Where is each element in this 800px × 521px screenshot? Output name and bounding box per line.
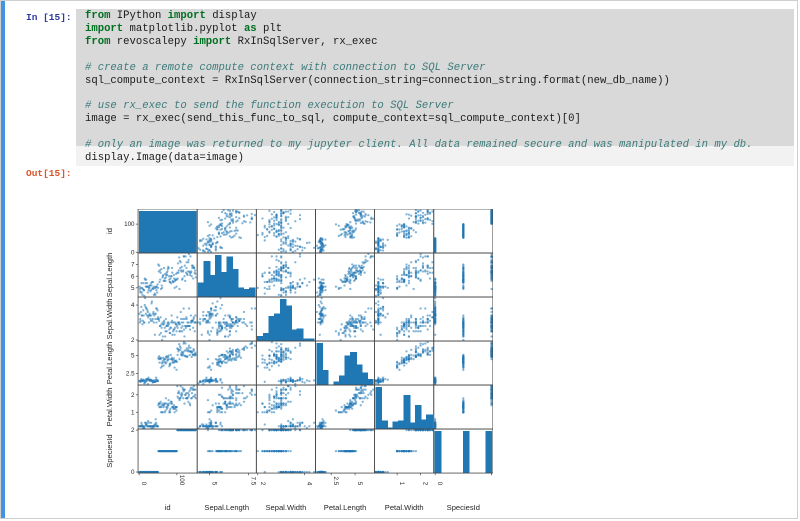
svg-text:0: 0 bbox=[131, 469, 135, 476]
svg-text:Petal.Width: Petal.Width bbox=[384, 503, 423, 512]
svg-text:Sepal.Width: Sepal.Width bbox=[265, 503, 306, 512]
svg-text:5: 5 bbox=[210, 481, 217, 485]
svg-text:Sepal.Width: Sepal.Width bbox=[105, 298, 114, 339]
svg-text:6: 6 bbox=[131, 273, 135, 280]
svg-text:Petal.Width: Petal.Width bbox=[105, 387, 114, 426]
svg-text:0: 0 bbox=[140, 481, 147, 485]
svg-text:Sepal.Length: Sepal.Length bbox=[204, 503, 249, 512]
svg-text:2: 2 bbox=[131, 427, 135, 434]
svg-text:Sepal.Length: Sepal.Length bbox=[105, 252, 114, 297]
svg-text:id: id bbox=[105, 228, 114, 234]
svg-text:0: 0 bbox=[436, 481, 443, 485]
svg-text:7.5: 7.5 bbox=[249, 476, 256, 485]
svg-text:1: 1 bbox=[131, 409, 135, 416]
svg-text:Petal.Length: Petal.Length bbox=[323, 503, 366, 512]
svg-text:Petal.Length: Petal.Length bbox=[105, 341, 114, 384]
svg-text:SpeciesId: SpeciesId bbox=[105, 434, 114, 467]
svg-text:2: 2 bbox=[258, 481, 265, 485]
svg-text:id: id bbox=[164, 503, 170, 512]
svg-text:2.5: 2.5 bbox=[332, 476, 339, 485]
svg-text:2.5: 2.5 bbox=[125, 370, 134, 377]
svg-text:4: 4 bbox=[131, 302, 135, 309]
svg-text:2: 2 bbox=[131, 391, 135, 398]
svg-text:5: 5 bbox=[131, 284, 135, 291]
svg-text:2: 2 bbox=[131, 337, 135, 344]
svg-text:4: 4 bbox=[305, 481, 312, 485]
svg-text:0: 0 bbox=[131, 249, 135, 256]
svg-text:100: 100 bbox=[177, 474, 184, 485]
svg-text:1: 1 bbox=[398, 481, 405, 485]
svg-text:2: 2 bbox=[492, 481, 493, 485]
svg-text:SpeciesId: SpeciesId bbox=[446, 503, 479, 512]
svg-text:5: 5 bbox=[356, 481, 363, 485]
svg-text:7: 7 bbox=[131, 261, 135, 268]
svg-text:100: 100 bbox=[124, 221, 135, 228]
svg-text:5: 5 bbox=[131, 352, 135, 359]
svg-text:2: 2 bbox=[421, 481, 428, 485]
